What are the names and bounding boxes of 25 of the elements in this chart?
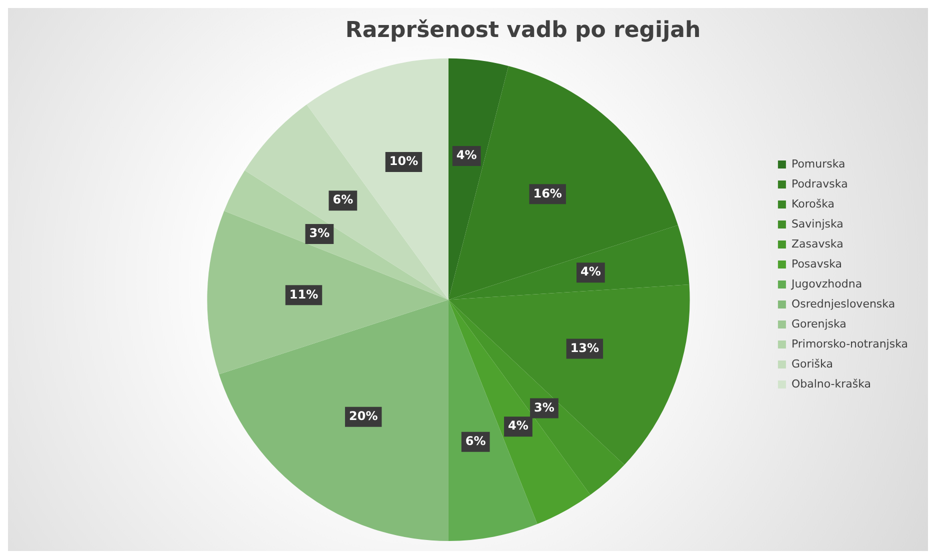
data-label: 6% <box>465 434 486 448</box>
data-label: 4% <box>508 418 528 433</box>
legend-label: Pomurska <box>791 157 846 170</box>
legend-label: Posavska <box>791 257 842 270</box>
legend-label: Osrednjeslovenska <box>791 297 896 310</box>
legend-label: Podravska <box>791 177 848 190</box>
legend-label: Primorsko-notranjska <box>791 337 908 350</box>
data-label: 16% <box>533 186 562 200</box>
legend-label: Obalno-kraška <box>791 377 872 390</box>
data-label: 4% <box>456 148 477 162</box>
data-label: 3% <box>534 400 554 414</box>
data-label: 11% <box>289 287 318 302</box>
legend-label: Zasavska <box>791 237 844 250</box>
legend-label: Gorenjska <box>791 317 846 330</box>
chart-title: Razpršenost vadb po regijah <box>345 18 701 43</box>
legend-label: Koroška <box>791 197 835 210</box>
data-label: 20% <box>349 408 378 423</box>
legend-label: Savinjska <box>791 217 844 230</box>
legend-label: Goriška <box>791 357 833 370</box>
data-label: 6% <box>332 192 354 207</box>
data-label: 3% <box>309 226 330 240</box>
data-label: 13% <box>570 340 600 355</box>
legend-label: Jugovzhodna <box>790 277 862 290</box>
data-label: 4% <box>580 264 601 279</box>
data-label: 10% <box>389 154 418 168</box>
